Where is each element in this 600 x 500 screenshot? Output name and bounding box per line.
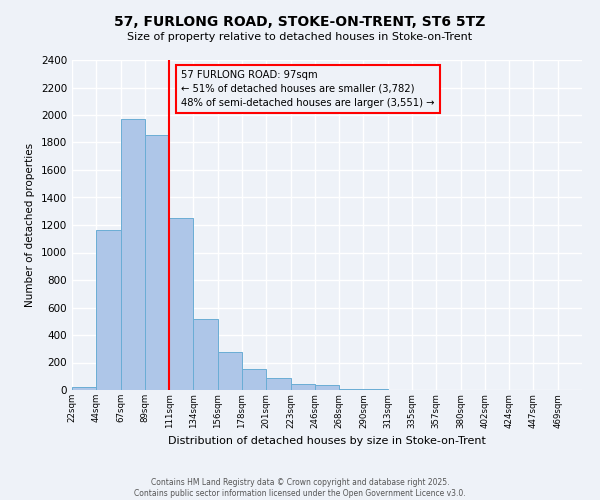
Bar	[290, 384, 315, 390]
Bar	[121, 119, 145, 390]
Bar	[96, 230, 121, 390]
Bar	[169, 218, 193, 390]
Text: 57, FURLONG ROAD, STOKE-ON-TRENT, ST6 5TZ: 57, FURLONG ROAD, STOKE-ON-TRENT, ST6 5T…	[115, 15, 485, 29]
Y-axis label: Number of detached properties: Number of detached properties	[25, 143, 35, 307]
Bar	[315, 384, 339, 390]
X-axis label: Distribution of detached houses by size in Stoke-on-Trent: Distribution of detached houses by size …	[168, 436, 486, 446]
Bar	[339, 388, 364, 390]
Text: 57 FURLONG ROAD: 97sqm
← 51% of detached houses are smaller (3,782)
48% of semi-: 57 FURLONG ROAD: 97sqm ← 51% of detached…	[181, 70, 435, 108]
Bar	[266, 378, 290, 390]
Text: Contains HM Land Registry data © Crown copyright and database right 2025.
Contai: Contains HM Land Registry data © Crown c…	[134, 478, 466, 498]
Bar	[242, 370, 266, 390]
Bar	[145, 135, 169, 390]
Bar	[218, 352, 242, 390]
Bar	[72, 386, 96, 390]
Bar	[193, 318, 218, 390]
Text: Size of property relative to detached houses in Stoke-on-Trent: Size of property relative to detached ho…	[127, 32, 473, 42]
